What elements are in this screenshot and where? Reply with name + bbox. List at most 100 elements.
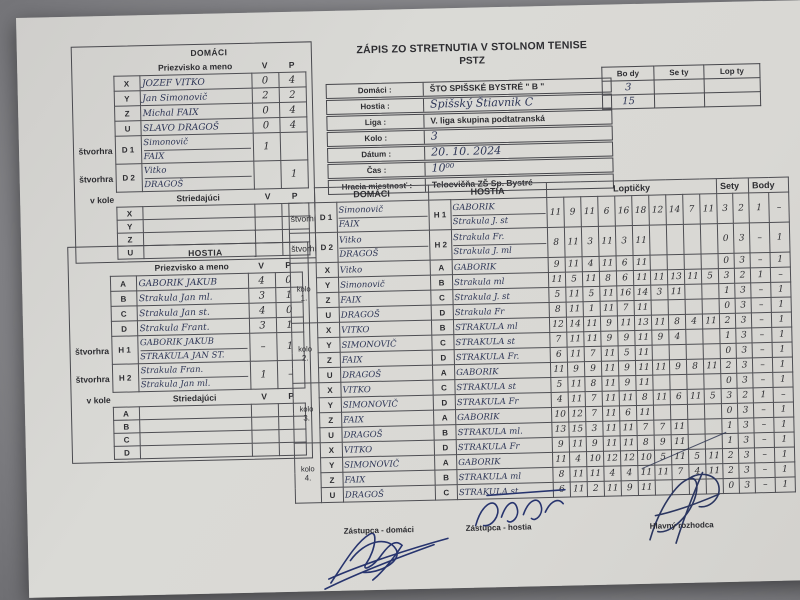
home-player-letter: U xyxy=(319,427,343,443)
home-player-letter: Y xyxy=(319,397,342,413)
ball-score: 11 xyxy=(699,193,718,225)
ball-score: 9 xyxy=(651,329,670,346)
ball-score: 7 xyxy=(585,391,603,407)
ball-score: 11 xyxy=(602,390,620,407)
points-guest: 1 xyxy=(772,371,794,388)
points-home: – xyxy=(751,327,773,343)
ball-score: 11 xyxy=(601,360,619,377)
ball-score: 11 xyxy=(602,420,621,437)
ball-score xyxy=(686,343,704,360)
points-guest: 1 xyxy=(771,296,792,313)
ball-score: 5 xyxy=(582,286,601,302)
ball-score: 7 xyxy=(636,420,655,436)
ball-score: 11 xyxy=(633,255,651,271)
points-guest: 1 xyxy=(772,341,793,358)
ball-score xyxy=(701,283,720,300)
ball-score xyxy=(685,299,703,315)
home-player-letter: X xyxy=(317,322,340,338)
player-wins: 4 xyxy=(248,302,276,319)
referee-signature-scribble xyxy=(649,471,720,544)
guest-player-letter: H 1 xyxy=(428,199,452,231)
points-home: – xyxy=(751,297,772,313)
points-home: – xyxy=(753,402,774,418)
sets-guest: 3 xyxy=(736,342,753,359)
sets-home: 0 xyxy=(720,373,738,389)
sets-guest: 3 xyxy=(736,372,754,389)
ball-score: 4 xyxy=(569,451,587,468)
home-player-letter: Y xyxy=(320,457,343,473)
ball-score: 5 xyxy=(704,388,722,404)
guest-roster: HOSTIA Priezvisko a meno V P A GABORIK JAKUB 4… xyxy=(69,244,307,461)
points-home: – xyxy=(754,447,775,463)
guest-player-letter: A xyxy=(434,454,457,471)
subs-row-label: v kole xyxy=(89,194,115,206)
sub-wins xyxy=(251,429,279,444)
sub-letter: A xyxy=(112,406,140,421)
ball-score: 11 xyxy=(583,331,602,347)
ball-score: 11 xyxy=(565,286,584,303)
guest-signature-scribble xyxy=(474,488,566,527)
ball-score: 11 xyxy=(548,272,566,288)
home-points-total: 3 xyxy=(602,80,655,96)
ball-score xyxy=(652,374,671,391)
player-letter: U xyxy=(114,120,141,137)
points-home: – xyxy=(755,477,776,493)
ball-score: 8 xyxy=(668,314,686,330)
sets-guest: 3 xyxy=(736,357,753,374)
player-losses: 4 xyxy=(278,101,307,118)
ball-score xyxy=(653,404,671,421)
ball-score: 11 xyxy=(583,316,601,332)
sets-home: 3 xyxy=(721,388,738,404)
guest-player-letter: A xyxy=(430,259,453,276)
match-group-label: kolo 1. xyxy=(290,262,318,324)
sets-home: 3 xyxy=(718,268,735,284)
doubles-row-label: štvorhra xyxy=(75,373,110,385)
ball-score: 9 xyxy=(567,361,585,378)
ball-score: 3 xyxy=(585,421,604,437)
ball-score: 11 xyxy=(617,315,635,331)
ball-score: 5 xyxy=(654,449,672,466)
ball-score: 11 xyxy=(635,375,654,391)
ball-score xyxy=(667,254,685,270)
ball-score xyxy=(704,418,723,434)
guest-player-letter: C xyxy=(431,334,455,351)
subs-row-label: v kole xyxy=(86,394,111,406)
points-home: – xyxy=(749,222,771,253)
ball-score: 11 xyxy=(580,196,599,227)
scoresheet-paper: ZÁPIS ZO STRETNUTIA V STOLNOM TENISE PST… xyxy=(16,0,800,598)
player-letter: B xyxy=(110,290,137,307)
points-home: – xyxy=(754,432,775,448)
ball-score: 4 xyxy=(551,392,569,408)
sets-guest: 3 xyxy=(738,432,755,449)
ball-score: 9 xyxy=(654,434,672,451)
guest-player-letter: B xyxy=(434,469,458,486)
ball-score: 11 xyxy=(600,300,618,317)
player-letter: X xyxy=(113,75,140,92)
ball-score xyxy=(649,224,668,256)
ball-score: 11 xyxy=(634,300,652,316)
guest-points-total: 15 xyxy=(602,94,655,110)
sub-wins xyxy=(251,442,279,457)
ball-score xyxy=(702,298,720,315)
ball-score: 11 xyxy=(667,284,686,300)
sets-guest: 3 xyxy=(735,297,752,314)
sets-guest: 3 xyxy=(735,312,752,329)
ball-score: 11 xyxy=(634,330,653,346)
player-letter: Z xyxy=(114,105,141,122)
doubles-wins xyxy=(253,160,281,190)
sets-guest: 3 xyxy=(734,252,751,269)
ball-score xyxy=(670,404,688,420)
referee-signature-label: Hlavný rozhodca xyxy=(649,520,714,531)
ball-score: 5 xyxy=(618,345,636,361)
info-label: Domáci : xyxy=(326,82,424,98)
points-home: 1 xyxy=(750,267,771,283)
ball-score: 9 xyxy=(586,436,604,452)
ball-score xyxy=(669,344,687,360)
ball-score: 11 xyxy=(550,362,568,378)
guest-player-letter: B xyxy=(431,319,454,336)
sub-letter: D xyxy=(113,445,141,460)
ball-score: 4 xyxy=(582,256,600,272)
info-label: Hostia : xyxy=(326,98,425,114)
ball-score: 4 xyxy=(668,329,687,345)
sets-home: 0 xyxy=(721,403,738,419)
